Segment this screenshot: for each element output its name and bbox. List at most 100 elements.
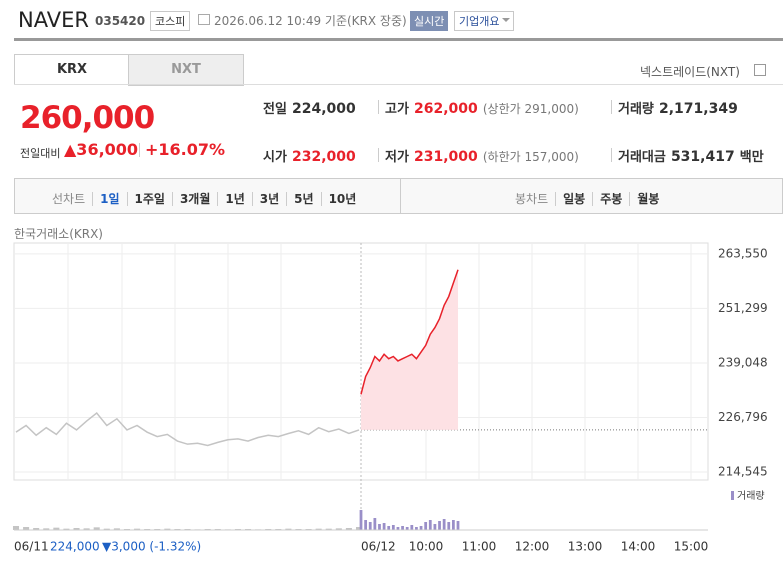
separator [611, 100, 612, 114]
period-option[interactable]: 10년 [320, 192, 364, 206]
period-option[interactable]: 3년 [251, 192, 287, 206]
x-tick-label: 11:00 [462, 540, 497, 554]
dropdown-arrow [502, 18, 511, 26]
prev-close: 224,000 [50, 540, 100, 554]
volume-bar [382, 523, 386, 530]
nxt-link[interactable]: 넥스트레이드(NXT) [640, 65, 740, 79]
period-option[interactable]: 월봉 [629, 192, 667, 206]
volume-bar [391, 525, 395, 530]
period-option[interactable]: 주봉 [592, 192, 630, 206]
volume-bar [73, 528, 80, 530]
line-periods: 선차트 1일 1주일 3개월 1년 3년 5년 10년 [45, 188, 364, 207]
volume-bar [387, 526, 391, 530]
period-option[interactable]: 1일 [92, 192, 127, 206]
stat-limit: (상한가 291,000) [482, 102, 579, 116]
tab-krx[interactable]: KRX [14, 54, 130, 85]
stat-label: 고가 [385, 102, 409, 117]
period-bar [14, 178, 783, 214]
stat-low: 저가 231,000 (하한가 157,000) [385, 146, 579, 165]
stat-value: 231,000 [414, 149, 478, 165]
stat-unit: 백만 [739, 150, 764, 165]
x-tick-label: 10:00 [409, 540, 444, 554]
volume-bar [373, 518, 377, 530]
stat-label: 시가 [263, 150, 287, 165]
volume-bar [419, 526, 423, 530]
volume-bar [438, 521, 441, 530]
volume-bar [364, 520, 368, 530]
x-tick-label: 13:00 [568, 540, 603, 554]
stat-high: 고가 262,000 (상한가 291,000) [385, 98, 579, 117]
chart-source: 한국거래소(KRX) [14, 227, 103, 241]
separator [611, 148, 612, 162]
y-tick-label: 226,796 [718, 410, 768, 424]
volume-bar [63, 528, 70, 530]
stat-label: 거래량 [618, 102, 654, 117]
volume-bar [433, 524, 437, 530]
change-amount: ▲36,000 [64, 140, 139, 159]
y-tick-label: 263,550 [718, 246, 768, 260]
stat-value: 531,417 [670, 149, 735, 165]
tab-nxt[interactable]: NXT [128, 54, 244, 86]
volume-bar [405, 527, 409, 530]
period-option[interactable]: 일봉 [555, 192, 593, 206]
separator [378, 148, 379, 162]
volume-bar [93, 527, 100, 530]
volume-bar [325, 528, 332, 530]
separator [139, 143, 140, 157]
stock-name: NAVER [18, 8, 89, 32]
volume-bar [103, 528, 110, 530]
prev-change: ▼3,000 (-1.32%) [102, 540, 201, 554]
calendar-icon [198, 14, 210, 25]
separator [378, 100, 379, 114]
y-tick-label: 214,545 [718, 465, 768, 479]
volume-bar [424, 522, 428, 530]
volume-bar [315, 528, 322, 530]
volume-bar [113, 528, 120, 530]
stat-limit: (하한가 157,000) [482, 150, 579, 164]
stat-value: 2,171,349 [658, 101, 738, 117]
period-label: 선차트 [52, 192, 86, 206]
stat-volume: 거래량 2,171,349 [618, 98, 738, 117]
stat-label: 전일 [263, 102, 287, 117]
volume-bar [134, 528, 141, 530]
x-tick-label: 15:00 [674, 540, 709, 554]
volume-bar [345, 528, 352, 530]
volume-legend: 거래량 [737, 490, 765, 502]
period-label: 봉차트 [515, 192, 549, 206]
volume-bar [285, 528, 292, 530]
stat-value: 262,000 [414, 101, 478, 117]
candle-periods: 봉차트 일봉 주봉 월봉 [508, 188, 667, 207]
volume-bar [83, 528, 90, 530]
volume-bar [396, 527, 400, 530]
company-button[interactable]: 기업개요 [454, 11, 515, 31]
nxt-icon [754, 64, 766, 76]
stat-prev: 전일 224,000 [263, 98, 356, 117]
stat-value: 224,000 [292, 101, 356, 117]
period-option[interactable]: 3개월 [171, 192, 218, 206]
volume-bar [415, 527, 418, 530]
period-option[interactable]: 5년 [286, 192, 321, 206]
header-rule [14, 38, 783, 41]
volume-bar [43, 528, 50, 530]
stat-value: 232,000 [292, 149, 356, 165]
stat-open: 시가 232,000 [263, 146, 356, 165]
volume-bar [447, 522, 451, 530]
x-tick-label: 14:00 [621, 540, 656, 554]
y-tick-label: 239,048 [718, 355, 768, 369]
tab-rule [14, 84, 783, 85]
period-divider [400, 179, 401, 213]
volume-bar [442, 519, 446, 530]
realtime-badge: 실시간 [410, 11, 449, 31]
volume-legend-swatch [731, 491, 734, 500]
volume-bar [451, 520, 455, 530]
volume-bar [368, 522, 372, 530]
period-option[interactable]: 1년 [217, 192, 252, 206]
period-option[interactable]: 1주일 [126, 192, 172, 206]
volume-bar [23, 527, 30, 530]
volume-bar [355, 527, 363, 530]
volume-bar [410, 525, 414, 530]
stat-label: 저가 [385, 150, 409, 165]
volume-bar [335, 528, 342, 530]
